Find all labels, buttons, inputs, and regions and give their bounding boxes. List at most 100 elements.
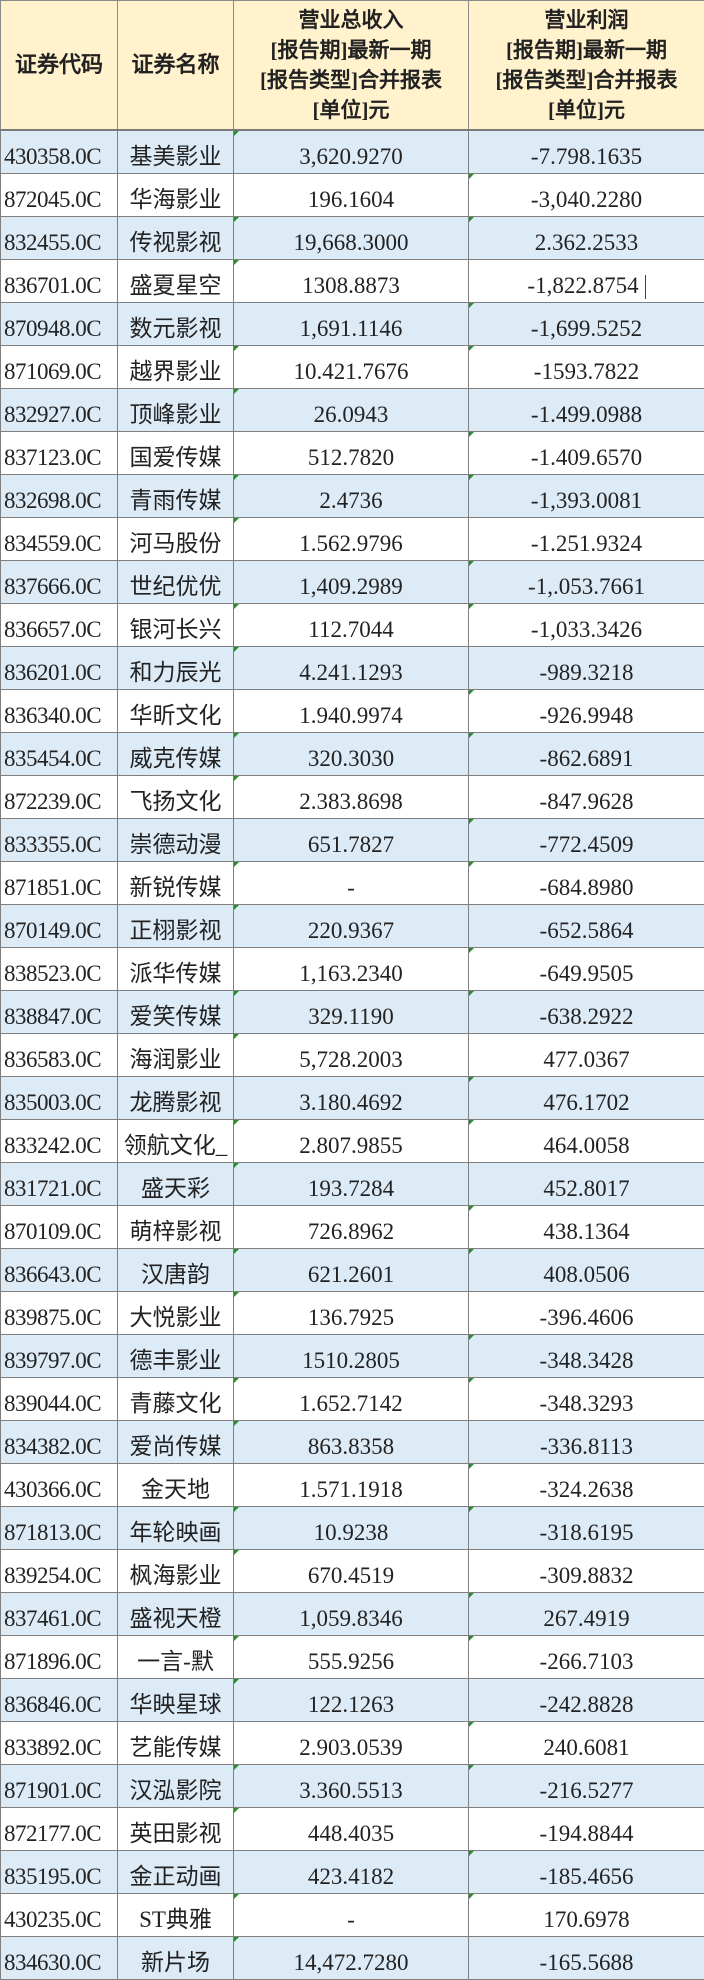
cell-profit[interactable]: -242.8828 <box>469 1679 704 1722</box>
cell-code[interactable]: 833355.0C <box>1 819 118 862</box>
cell-revenue[interactable]: 555.9256 <box>234 1636 469 1679</box>
cell-revenue[interactable]: 1,059.8346 <box>234 1593 469 1636</box>
cell-name[interactable]: 和力辰光 <box>118 647 234 690</box>
cell-revenue[interactable]: 320.3030 <box>234 733 469 776</box>
cell-code[interactable]: 839797.0C <box>1 1335 118 1378</box>
cell-profit[interactable]: -309.8832 <box>469 1550 704 1593</box>
cell-code[interactable]: 834559.0C <box>1 518 118 561</box>
header-profit[interactable]: 营业利润 [报告期]最新一期 [报告类型]合并报表 [单位]元 <box>469 1 704 131</box>
cell-code[interactable]: 839254.0C <box>1 1550 118 1593</box>
cell-code[interactable]: 430235.0C <box>1 1894 118 1937</box>
header-revenue[interactable]: 营业总收入 [报告期]最新一期 [报告类型]合并报表 [单位]元 <box>234 1 469 131</box>
cell-profit[interactable]: -862.6891 <box>469 733 704 776</box>
cell-revenue[interactable]: 329.1190 <box>234 991 469 1034</box>
cell-profit[interactable]: 240.6081 <box>469 1722 704 1765</box>
cell-revenue[interactable]: 1510.2805 <box>234 1335 469 1378</box>
cell-code[interactable]: 836340.0C <box>1 690 118 733</box>
cell-code[interactable]: 835003.0C <box>1 1077 118 1120</box>
cell-revenue[interactable]: 5,728.2003 <box>234 1034 469 1077</box>
cell-revenue[interactable]: 10.9238 <box>234 1507 469 1550</box>
cell-profit[interactable]: -638.2922 <box>469 991 704 1034</box>
cell-code[interactable]: 835454.0C <box>1 733 118 776</box>
cell-profit[interactable]: -847.9628 <box>469 776 704 819</box>
cell-revenue[interactable]: 670.4519 <box>234 1550 469 1593</box>
cell-revenue[interactable]: 196.1604 <box>234 174 469 217</box>
cell-profit[interactable]: 2.362.2533 <box>469 217 704 260</box>
cell-code[interactable]: 836201.0C <box>1 647 118 690</box>
cell-revenue[interactable]: 2.383.8698 <box>234 776 469 819</box>
cell-revenue[interactable]: 2.903.0539 <box>234 1722 469 1765</box>
cell-name[interactable]: 越界影业 <box>118 346 234 389</box>
cell-name[interactable]: 英田影视 <box>118 1808 234 1851</box>
cell-revenue[interactable]: 193.7284 <box>234 1163 469 1206</box>
cell-revenue[interactable]: 112.7044 <box>234 604 469 647</box>
cell-code[interactable]: 837461.0C <box>1 1593 118 1636</box>
cell-profit[interactable]: -1,.053.7661 <box>469 561 704 604</box>
cell-profit[interactable]: -1,393.0081 <box>469 475 704 518</box>
cell-code[interactable]: 839044.0C <box>1 1378 118 1421</box>
cell-name[interactable]: 汉唐韵 <box>118 1249 234 1292</box>
cell-name[interactable]: 龙腾影视 <box>118 1077 234 1120</box>
cell-name[interactable]: 德丰影业 <box>118 1335 234 1378</box>
cell-profit[interactable]: -684.8980 <box>469 862 704 905</box>
cell-code[interactable]: 870109.0C <box>1 1206 118 1249</box>
cell-revenue[interactable]: 19,668.3000 <box>234 217 469 260</box>
cell-revenue[interactable]: - <box>234 862 469 905</box>
cell-profit[interactable]: -1593.7822 <box>469 346 704 389</box>
cell-revenue[interactable]: 2.4736 <box>234 475 469 518</box>
cell-name[interactable]: 银河长兴 <box>118 604 234 647</box>
cell-name[interactable]: 飞扬文化 <box>118 776 234 819</box>
cell-code[interactable]: 870149.0C <box>1 905 118 948</box>
cell-code[interactable]: 871901.0C <box>1 1765 118 1808</box>
cell-code[interactable]: 837123.0C <box>1 432 118 475</box>
cell-name[interactable]: 领航文化_ <box>118 1120 234 1163</box>
cell-revenue[interactable]: 512.7820 <box>234 432 469 475</box>
cell-name[interactable]: 华昕文化 <box>118 690 234 733</box>
cell-code[interactable]: 833242.0C <box>1 1120 118 1163</box>
cell-revenue[interactable]: 14,472.7280 <box>234 1937 469 1980</box>
cell-name[interactable]: 金正动画 <box>118 1851 234 1894</box>
cell-profit[interactable]: -396.4606 <box>469 1292 704 1335</box>
cell-name[interactable]: 青藤文化 <box>118 1378 234 1421</box>
cell-profit[interactable]: -772.4509 <box>469 819 704 862</box>
cell-profit[interactable]: -652.5864 <box>469 905 704 948</box>
cell-profit[interactable]: -266.7103 <box>469 1636 704 1679</box>
cell-code[interactable]: 836643.0C <box>1 1249 118 1292</box>
cell-name[interactable]: 枫海影业 <box>118 1550 234 1593</box>
cell-revenue[interactable]: - <box>234 1894 469 1937</box>
cell-code[interactable]: 839875.0C <box>1 1292 118 1335</box>
cell-profit[interactable]: -7.798.1635 <box>469 130 704 174</box>
cell-name[interactable]: 一言-默 <box>118 1636 234 1679</box>
cell-revenue[interactable]: 863.8358 <box>234 1421 469 1464</box>
cell-name[interactable]: 崇德动漫 <box>118 819 234 862</box>
cell-revenue[interactable]: 1,691.1146 <box>234 303 469 346</box>
cell-code[interactable]: 835195.0C <box>1 1851 118 1894</box>
cell-revenue[interactable]: 423.4182 <box>234 1851 469 1894</box>
cell-name[interactable]: 基美影业 <box>118 130 234 174</box>
cell-revenue[interactable]: 136.7925 <box>234 1292 469 1335</box>
cell-profit[interactable]: -649.9505 <box>469 948 704 991</box>
cell-code[interactable]: 430366.0C <box>1 1464 118 1507</box>
cell-revenue[interactable]: 3,620.9270 <box>234 130 469 174</box>
cell-profit[interactable]: 438.1364 <box>469 1206 704 1249</box>
cell-code[interactable]: 832455.0C <box>1 217 118 260</box>
cell-profit[interactable]: 170.6978 <box>469 1894 704 1937</box>
cell-code[interactable]: 872239.0C <box>1 776 118 819</box>
cell-revenue[interactable]: 10.421.7676 <box>234 346 469 389</box>
header-name[interactable]: 证券名称 <box>118 1 234 131</box>
cell-profit[interactable]: -216.5277 <box>469 1765 704 1808</box>
cell-profit[interactable]: -3,040.2280 <box>469 174 704 217</box>
cell-code[interactable]: 871813.0C <box>1 1507 118 1550</box>
cell-revenue[interactable]: 3.360.5513 <box>234 1765 469 1808</box>
cell-name[interactable]: 顶峰影业 <box>118 389 234 432</box>
cell-name[interactable]: 新片场 <box>118 1937 234 1980</box>
cell-code[interactable]: 870948.0C <box>1 303 118 346</box>
cell-revenue[interactable]: 1.940.9974 <box>234 690 469 733</box>
cell-revenue[interactable]: 4.241.1293 <box>234 647 469 690</box>
cell-profit[interactable]: 408.0506 <box>469 1249 704 1292</box>
cell-name[interactable]: 盛天彩 <box>118 1163 234 1206</box>
cell-name[interactable]: 汉泓影院 <box>118 1765 234 1808</box>
cell-name[interactable]: 年轮映画 <box>118 1507 234 1550</box>
cell-code[interactable]: 836701.0C <box>1 260 118 303</box>
cell-name[interactable]: 海润影业 <box>118 1034 234 1077</box>
